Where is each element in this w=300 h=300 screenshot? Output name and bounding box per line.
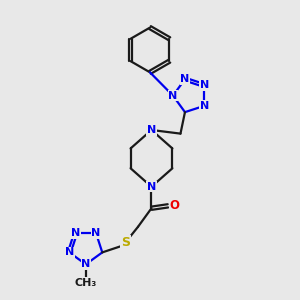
Text: N: N xyxy=(200,101,209,111)
Text: N: N xyxy=(81,260,90,269)
Text: N: N xyxy=(147,125,156,135)
Text: N: N xyxy=(65,248,74,257)
Text: CH₃: CH₃ xyxy=(75,278,97,288)
Text: N: N xyxy=(147,182,156,192)
Text: O: O xyxy=(170,199,180,212)
Text: N: N xyxy=(168,91,178,101)
Text: N: N xyxy=(92,228,100,238)
Text: S: S xyxy=(121,236,130,249)
Text: N: N xyxy=(71,228,80,238)
Text: N: N xyxy=(180,74,190,84)
Text: N: N xyxy=(200,80,209,91)
